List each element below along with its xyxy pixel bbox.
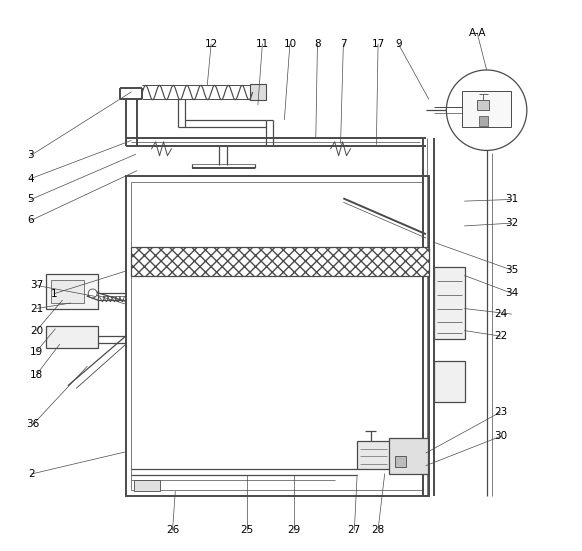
Bar — [51, 280, 84, 303]
Text: 20: 20 — [30, 326, 43, 336]
Circle shape — [446, 70, 527, 150]
Text: 7: 7 — [340, 39, 347, 49]
Text: 18: 18 — [30, 370, 43, 380]
Text: 17: 17 — [371, 39, 385, 49]
Text: 19: 19 — [30, 347, 43, 356]
Text: 8: 8 — [314, 39, 321, 49]
Bar — [480, 116, 488, 126]
Bar — [46, 326, 98, 348]
Text: 10: 10 — [283, 39, 296, 49]
Text: 12: 12 — [204, 39, 218, 49]
Text: 4: 4 — [27, 174, 34, 183]
Text: 36: 36 — [27, 419, 40, 429]
Text: 3: 3 — [27, 150, 34, 160]
Text: 26: 26 — [166, 525, 179, 535]
Text: 34: 34 — [505, 288, 518, 298]
Bar — [126, 176, 429, 496]
Text: 31: 31 — [505, 195, 518, 204]
Text: 30: 30 — [494, 431, 507, 441]
Text: 2: 2 — [29, 469, 36, 479]
Text: 11: 11 — [255, 39, 269, 49]
Circle shape — [88, 289, 97, 298]
Text: A-A: A-A — [469, 28, 486, 38]
Bar — [131, 247, 429, 276]
Bar — [434, 267, 464, 339]
Text: 21: 21 — [30, 304, 43, 314]
Text: 27: 27 — [347, 525, 361, 535]
Bar — [131, 182, 423, 490]
Text: 23: 23 — [494, 407, 507, 417]
Text: 28: 28 — [371, 525, 385, 535]
Text: 5: 5 — [27, 195, 34, 204]
Bar — [434, 361, 464, 402]
Bar — [46, 274, 98, 309]
Text: 6: 6 — [27, 215, 34, 225]
Bar — [250, 84, 266, 100]
Text: 1: 1 — [51, 289, 58, 299]
Text: 25: 25 — [240, 525, 254, 535]
Bar — [134, 480, 161, 491]
Text: 35: 35 — [505, 265, 518, 275]
Bar — [477, 100, 489, 110]
Text: 29: 29 — [287, 525, 300, 535]
Text: 24: 24 — [494, 309, 507, 319]
Bar — [389, 438, 428, 474]
Bar — [395, 456, 406, 467]
Text: 9: 9 — [395, 39, 402, 49]
Text: 22: 22 — [494, 331, 507, 341]
Bar — [357, 441, 390, 469]
Text: 32: 32 — [505, 218, 518, 228]
Text: 37: 37 — [30, 280, 43, 290]
Bar — [462, 91, 512, 127]
